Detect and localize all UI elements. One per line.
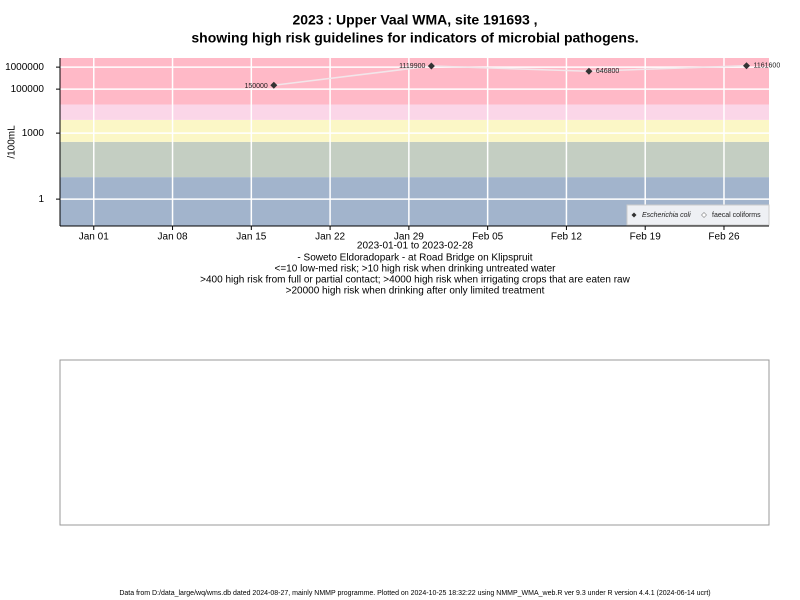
x-tick-label: Feb 05 — [472, 232, 504, 243]
x-axis-label: 2023-01-01 to 2023-02-28 — [357, 241, 474, 252]
risk-band — [60, 58, 769, 105]
x-tick-label: Jan 01 — [79, 232, 109, 243]
data-label: 150000 — [244, 83, 267, 90]
footer: Data from D:/data_large/wq/wms.db dated … — [119, 590, 710, 597]
y-tick-label: 1 — [38, 194, 44, 205]
data-label: 646800 — [596, 68, 619, 75]
risk-band — [60, 119, 769, 142]
x-tick-label: Jan 29 — [394, 232, 424, 243]
subtitle: >400 high risk from full or partial cont… — [200, 275, 630, 286]
empty-panel — [59, 359, 770, 526]
x-tick-label: Feb 26 — [708, 232, 740, 243]
data-point — [270, 81, 278, 89]
legend-label: faecal coliforms — [712, 212, 761, 219]
series-line — [273, 64, 747, 86]
data-label: 1161600 — [753, 63, 780, 70]
y-axis-label: /100mL — [7, 125, 18, 159]
y-tick-label: 1000 — [22, 128, 45, 139]
legend-label: Escherichia coli — [642, 212, 691, 219]
legend: Escherichia coli faecal coliforms — [626, 204, 770, 226]
y-tick-label: 1000000 — [5, 62, 44, 73]
x-tick-label: Jan 22 — [315, 232, 345, 243]
risk-band — [60, 104, 769, 120]
legend-symbol — [701, 212, 707, 218]
x-tick-label: Feb 19 — [630, 232, 662, 243]
subtitle: >20000 high risk when drinking after onl… — [286, 286, 545, 297]
data-point — [585, 67, 593, 75]
x-tick-label: Feb 12 — [551, 232, 583, 243]
data-label: 1119900 — [399, 63, 425, 70]
chart-title: 2023 : Upper Vaal WMA, site 191693 , — [292, 12, 537, 28]
x-tick-label: Jan 08 — [158, 232, 188, 243]
subtitle: <=10 low-med risk; >10 high risk when dr… — [275, 264, 557, 275]
subtitle: - Soweto Eldoradopark - at Road Bridge o… — [297, 253, 532, 264]
data-point — [742, 62, 750, 70]
risk-band — [60, 141, 769, 178]
y-tick-label: 100000 — [11, 84, 45, 95]
x-tick-label: Jan 15 — [236, 232, 266, 243]
chart-title: showing high risk guidelines for indicat… — [191, 30, 638, 46]
data-point — [427, 62, 435, 70]
legend-box — [626, 204, 770, 226]
legend-symbol — [631, 212, 637, 218]
